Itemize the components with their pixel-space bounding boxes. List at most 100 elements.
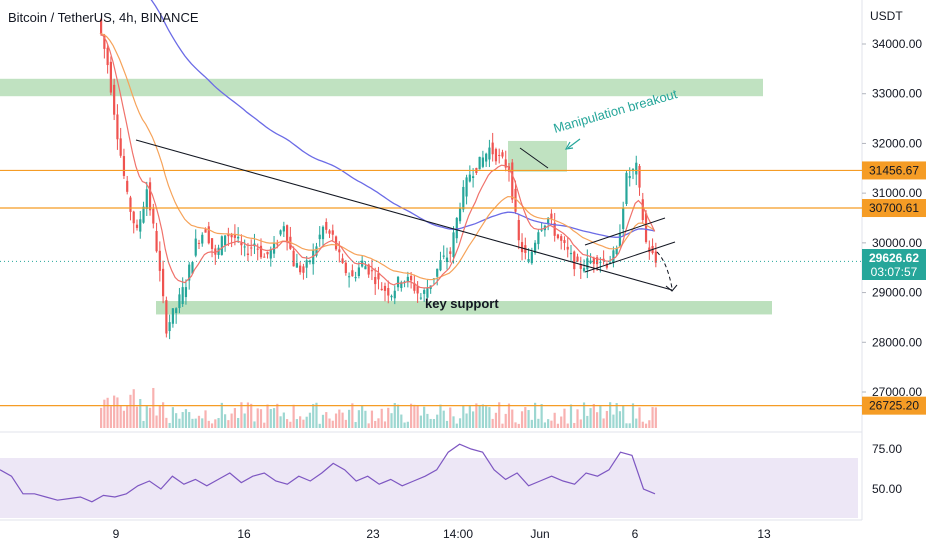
rsi-tick-label: 75.00	[872, 442, 902, 456]
level-tag-bg-1	[862, 199, 926, 218]
level-tag-bg-2	[862, 396, 926, 415]
zone-1	[156, 301, 772, 315]
volume-bar	[582, 402, 586, 428]
candle-body	[126, 180, 129, 192]
candle-body	[256, 248, 259, 250]
volume-bar	[354, 422, 357, 428]
volume-bar	[576, 409, 579, 428]
candle-body	[579, 264, 582, 269]
candle-body	[230, 234, 233, 238]
volume-bar	[599, 405, 602, 428]
candle-body	[263, 256, 266, 258]
time-axis[interactable]: 9 16 23 14:00 Jun 6 13	[113, 527, 771, 541]
candle-body	[227, 233, 230, 237]
volume-bar	[556, 423, 560, 428]
volume-bar	[596, 412, 599, 428]
volume-bar	[501, 423, 504, 428]
candle-body	[165, 300, 168, 334]
rsi-axis[interactable]: 50.00 75.00	[872, 442, 902, 496]
candle-body	[233, 234, 236, 238]
candle-body	[113, 84, 116, 115]
price-tick-label: 31000.00	[872, 186, 922, 200]
candle-body	[171, 308, 174, 324]
candle-body	[184, 287, 188, 298]
candle-body	[100, 19, 103, 34]
candle-body	[155, 230, 158, 252]
volume-bar	[586, 415, 589, 428]
time-tick-label: 14:00	[443, 527, 473, 541]
candle-body	[530, 251, 533, 264]
volume-bar	[504, 413, 507, 428]
volume-bar	[289, 421, 292, 428]
candle-body	[615, 247, 618, 255]
volume-bar	[638, 407, 641, 428]
candle-body	[622, 208, 625, 229]
rsi-band	[0, 458, 858, 518]
candle-body	[462, 186, 465, 210]
candle-body	[292, 250, 295, 267]
candle-body	[325, 221, 328, 230]
volume-bar	[432, 419, 436, 428]
volume-bar	[625, 423, 628, 428]
volume-bar	[302, 419, 305, 428]
candle-body	[458, 208, 462, 222]
volume-bar	[116, 397, 119, 428]
candle-body	[315, 246, 318, 256]
candle-body	[354, 277, 357, 279]
volume-bar	[429, 418, 432, 428]
candle-body	[370, 270, 374, 272]
volume-bar	[573, 422, 576, 428]
volume-bar	[266, 404, 269, 428]
volume-bar	[357, 410, 360, 428]
rsi-line	[0, 443, 656, 503]
volume-bar	[181, 412, 184, 428]
candle-body	[269, 249, 272, 259]
volume-bar	[641, 421, 644, 428]
volume-bar	[377, 418, 380, 428]
volume-bar	[233, 408, 236, 428]
candle-body	[145, 189, 148, 209]
volume-bar	[406, 421, 409, 428]
candle-body	[406, 276, 409, 282]
candle-body	[612, 250, 615, 263]
volume-bar	[524, 407, 527, 428]
volume-bar	[537, 418, 540, 428]
candle-body	[139, 219, 142, 232]
volume-bar	[279, 416, 282, 428]
volume-bar	[592, 404, 595, 428]
candle-body	[628, 176, 631, 179]
volume-bar	[175, 413, 178, 428]
volume-bar	[122, 410, 126, 428]
candle-body	[426, 288, 429, 298]
candle-body	[599, 261, 602, 263]
volume-bar	[237, 417, 240, 428]
descending-trendline	[135, 139, 673, 291]
price-tick-label: 34000.00	[872, 37, 922, 51]
time-tick-label: 13	[757, 527, 771, 541]
candle-body	[246, 253, 250, 255]
volume-bar	[132, 389, 135, 428]
volume-bar	[194, 418, 197, 428]
volume-bar	[119, 405, 122, 428]
volume-bar	[227, 420, 230, 428]
volume-bar	[612, 414, 615, 428]
volume-bar	[478, 405, 481, 428]
candle-body	[465, 177, 468, 197]
candle-body	[472, 176, 475, 178]
candle-body	[648, 247, 651, 253]
candle-body	[560, 236, 563, 241]
candle-body	[106, 47, 109, 66]
volume-bar	[527, 410, 530, 428]
volume-bar	[126, 405, 129, 428]
channel-lower	[584, 241, 676, 273]
ema-mid-line	[99, 32, 656, 281]
candle-body	[181, 287, 184, 305]
volume-bar	[622, 405, 625, 428]
currency-label: USDT	[870, 9, 903, 23]
candle-body	[178, 294, 181, 309]
time-tick-label: Jun	[530, 527, 549, 541]
projection-arrow	[656, 251, 673, 289]
price-axis[interactable]: 27000.00 28000.00 29000.00 30000.00 31000.00…	[862, 37, 922, 399]
price-tick-label: 28000.00	[872, 335, 922, 349]
